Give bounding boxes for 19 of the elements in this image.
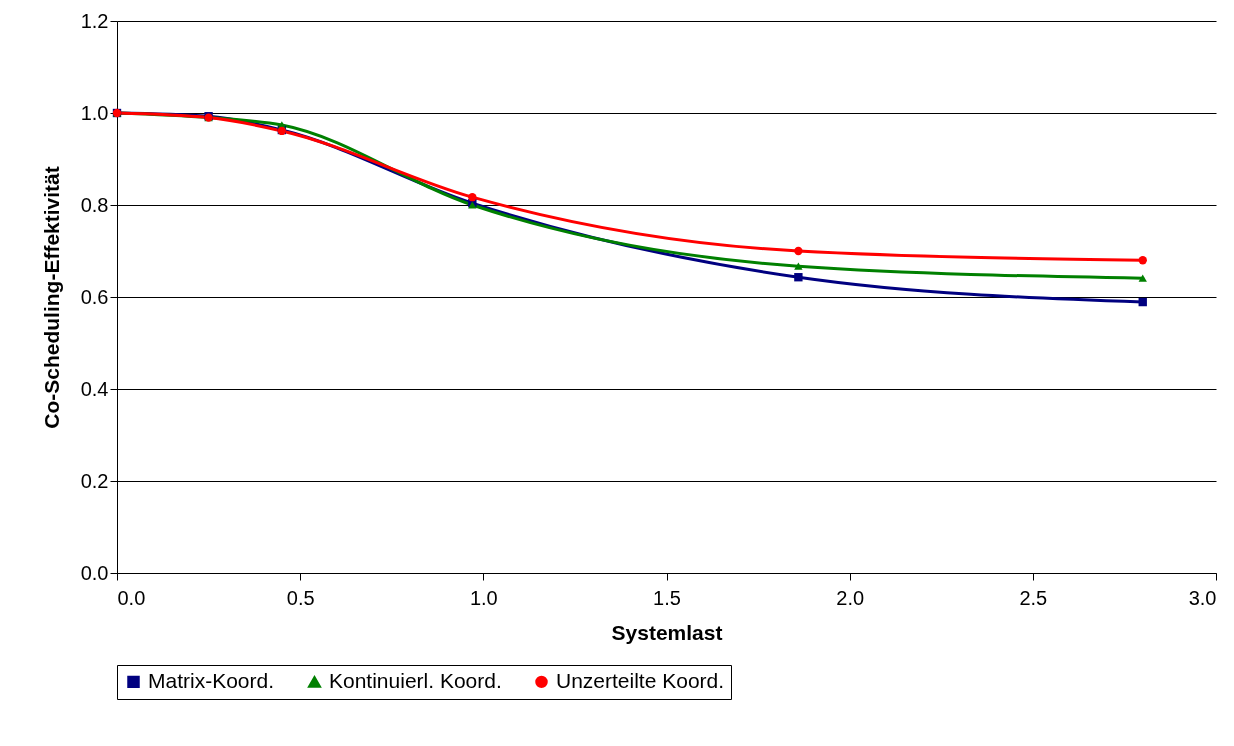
y-axis-title: Co-Scheduling-Effektivität bbox=[39, 166, 63, 429]
x-tick-label: 2.5 bbox=[1019, 586, 1048, 609]
y-tick-label: 0.6 bbox=[80, 285, 109, 308]
y-tick-label: 0.2 bbox=[80, 469, 109, 492]
y-tick-label: 0.0 bbox=[80, 561, 109, 584]
legend-label: Kontinuierl. Koord. bbox=[329, 669, 502, 693]
legend-label: Unzerteilte Koord. bbox=[556, 668, 725, 692]
x-axis-title: Systemlast bbox=[611, 620, 723, 644]
x-tick-label: 1.0 bbox=[469, 586, 498, 609]
y-tick-label: 0.4 bbox=[80, 377, 109, 400]
y-tick-label: 1.2 bbox=[80, 9, 109, 32]
x-tick-label: 0.5 bbox=[286, 586, 315, 609]
x-tick-label: 1.5 bbox=[653, 586, 681, 609]
x-tick-label: 0.0 bbox=[117, 586, 146, 609]
x-tick-label: 2.0 bbox=[836, 586, 865, 609]
y-tick-label: 1.0 bbox=[80, 101, 109, 124]
y-tick-label: 0.8 bbox=[80, 193, 109, 216]
legend-label: Matrix-Koord. bbox=[148, 668, 275, 692]
x-tick-label: 3.0 bbox=[1188, 586, 1217, 609]
